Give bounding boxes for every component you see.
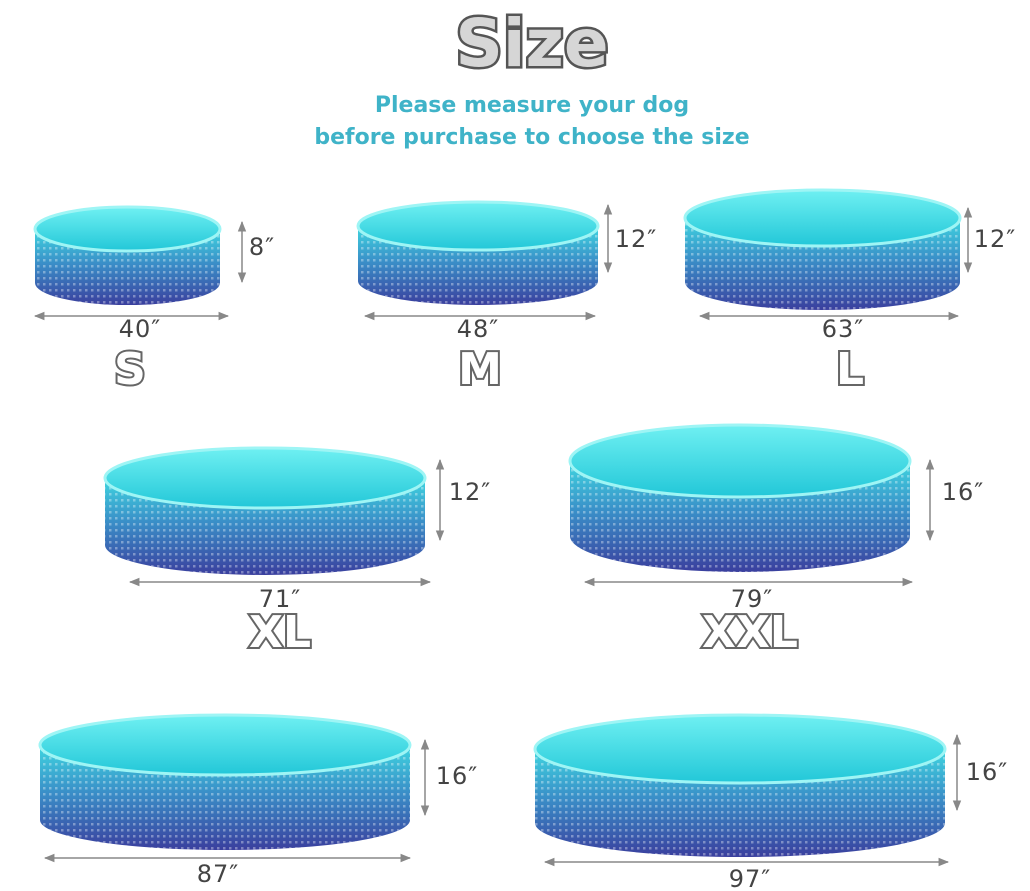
size-label: XL xyxy=(249,607,311,658)
size-label: S xyxy=(114,344,146,395)
height-label: 16″ xyxy=(436,762,479,790)
pool-water xyxy=(38,713,412,777)
width-label: 40″ xyxy=(119,315,162,343)
title: Size xyxy=(455,5,608,82)
subtitle: Please measure your dog xyxy=(375,93,689,118)
width-label: 48″ xyxy=(457,315,500,343)
height-label: 12″ xyxy=(449,478,492,506)
width-label: 97″ xyxy=(729,865,772,891)
size-label: L xyxy=(836,344,864,395)
pool-water xyxy=(33,205,222,253)
width-label: 71″ xyxy=(259,585,302,613)
height-label: 16″ xyxy=(966,758,1009,786)
pool-water xyxy=(103,446,427,510)
subtitle: before purchase to choose the size xyxy=(314,125,749,150)
height-label: 12″ xyxy=(974,225,1017,253)
width-label: 87″ xyxy=(197,860,240,888)
height-label: 12″ xyxy=(615,225,658,253)
pool-water xyxy=(683,188,962,248)
height-label: 8″ xyxy=(249,233,275,261)
pool-water xyxy=(568,423,912,499)
size-label: XXL xyxy=(702,607,798,658)
size-label: M xyxy=(458,344,502,395)
height-label: 16″ xyxy=(942,478,985,506)
width-label: 63″ xyxy=(822,315,865,343)
pool-water xyxy=(533,713,947,785)
pool-water xyxy=(356,200,600,252)
width-label: 79″ xyxy=(731,585,774,613)
